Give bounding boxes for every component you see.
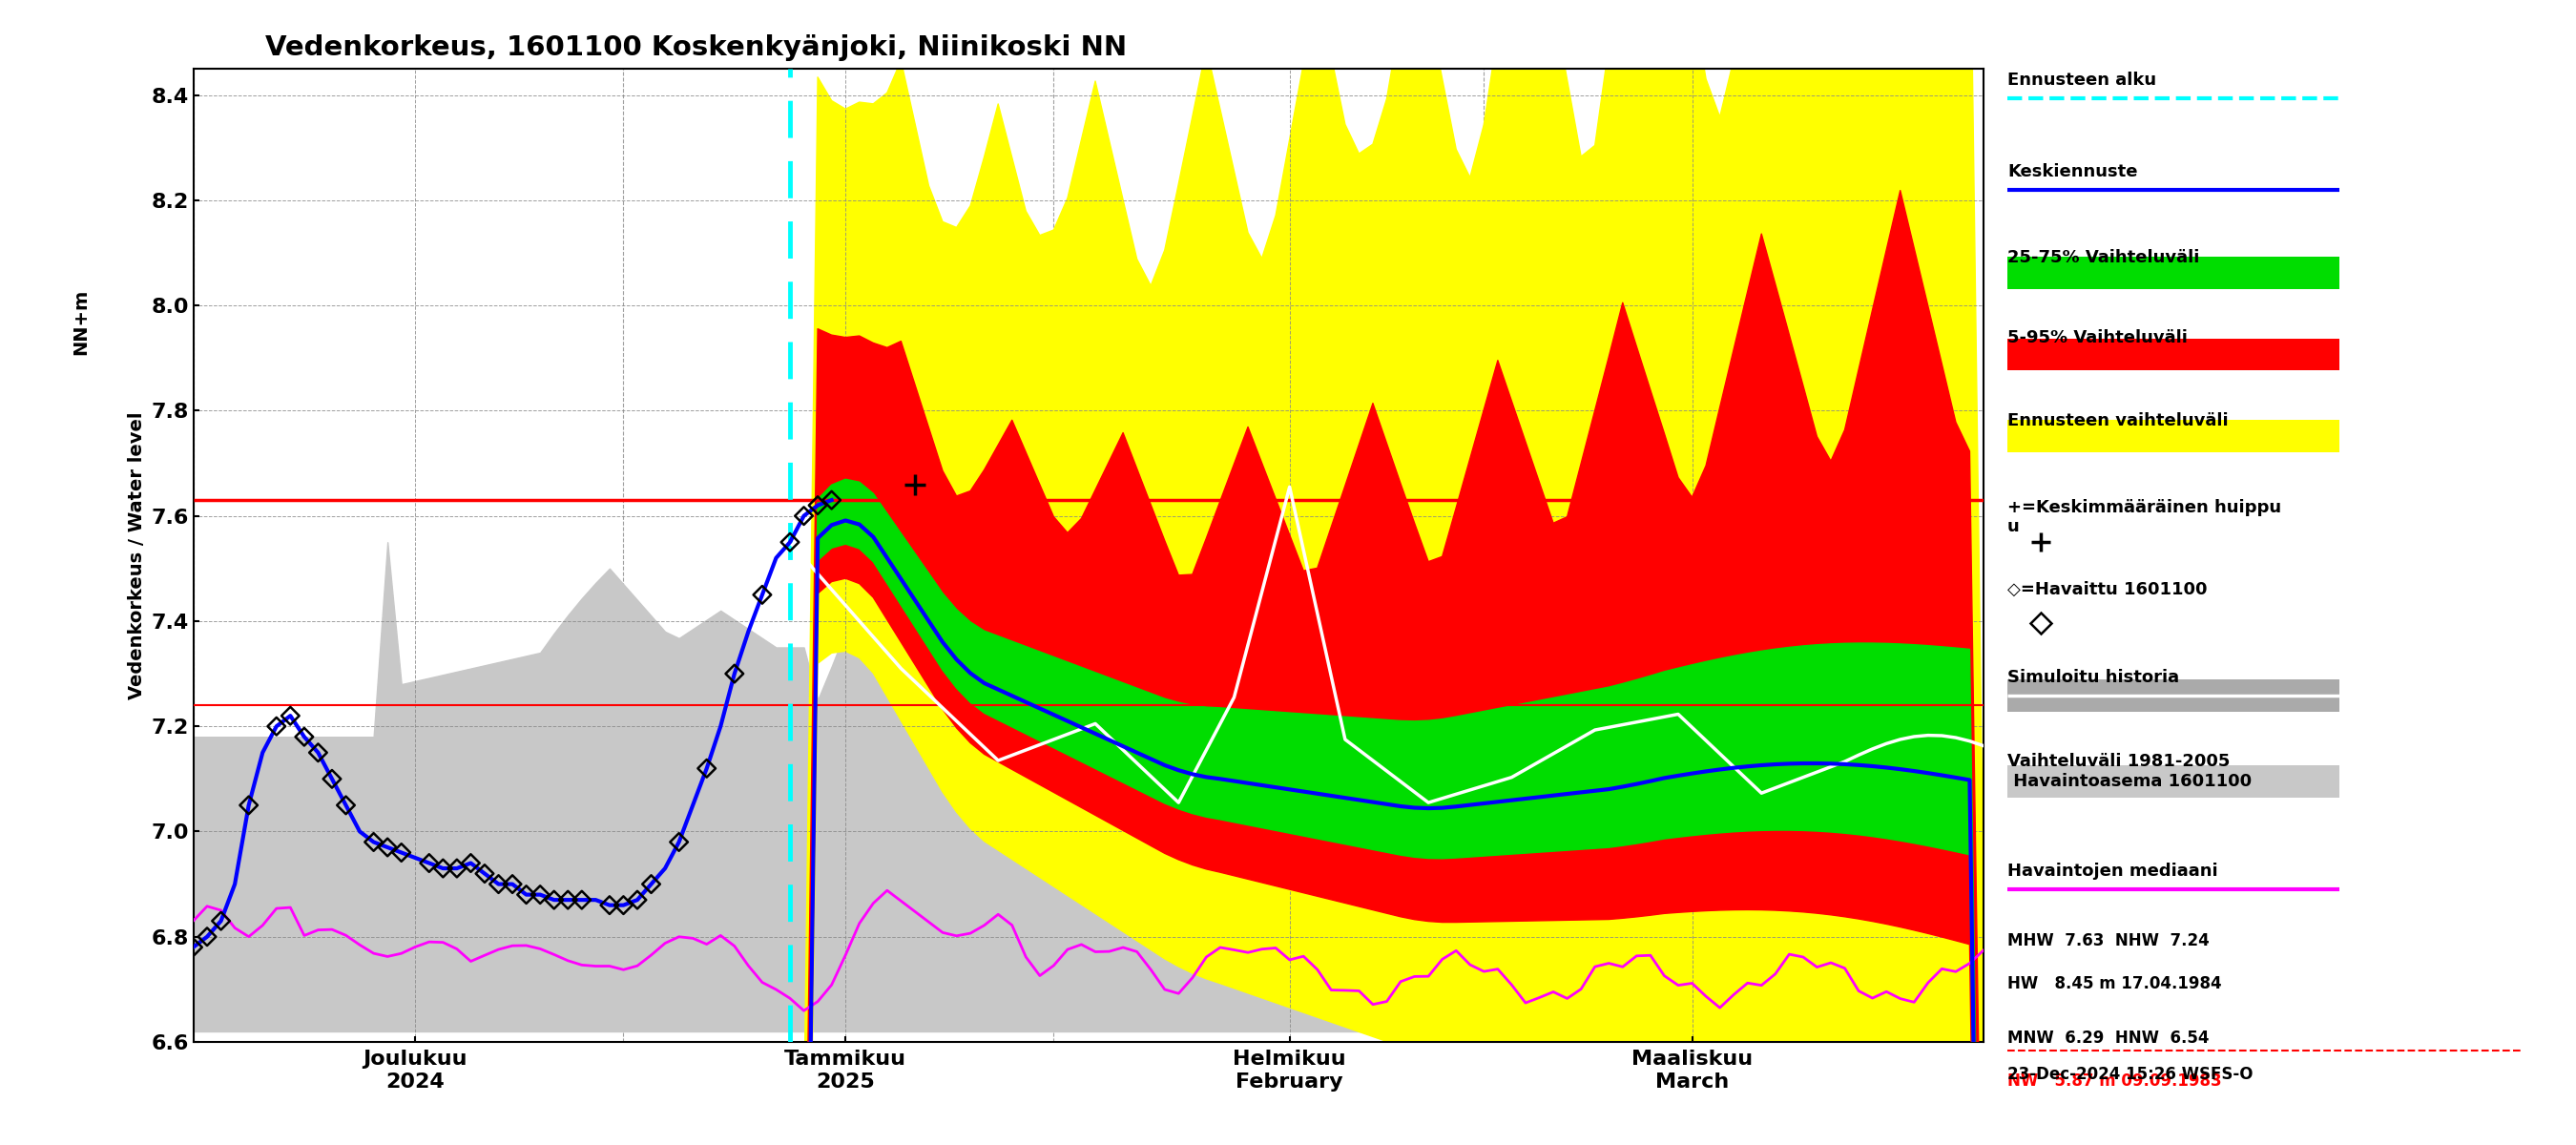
Bar <box>2007 420 2339 452</box>
Point <box>229 796 270 814</box>
Text: Ennusteen vaihteluväli: Ennusteen vaihteluväli <box>2007 412 2228 429</box>
Text: Vedenkorkeus, 1601100 Koskenkyänjoki, Niinikoski NN: Vedenkorkeus, 1601100 Koskenkyänjoki, Ni… <box>265 34 1126 61</box>
Point <box>296 743 337 761</box>
Point <box>201 911 242 930</box>
Text: NN+m: NN+m <box>72 289 90 355</box>
Text: 5-95% Vaihteluväli: 5-95% Vaihteluväli <box>2007 330 2187 347</box>
Text: HW   8.45 m 17.04.1984: HW 8.45 m 17.04.1984 <box>2007 976 2221 993</box>
Text: 25-75% Vaihteluväli: 25-75% Vaihteluväli <box>2007 248 2200 266</box>
Text: ◇=Havaittu 1601100: ◇=Havaittu 1601100 <box>2007 581 2208 598</box>
Point <box>770 534 811 552</box>
Bar <box>2007 679 2339 712</box>
Point <box>410 854 451 872</box>
Text: 23-Dec-2024 15:26 WSFS-O: 23-Dec-2024 15:26 WSFS-O <box>2007 1066 2254 1083</box>
Point <box>366 838 407 856</box>
Point <box>505 885 546 903</box>
Point <box>255 717 296 735</box>
Text: Havaintojen mediaani: Havaintojen mediaani <box>2007 862 2218 879</box>
Point <box>464 864 505 883</box>
Bar <box>2007 338 2339 371</box>
Point <box>590 897 631 915</box>
Text: Vaihteluväli 1981-2005
 Havaintoasema 1601100: Vaihteluväli 1981-2005 Havaintoasema 160… <box>2007 752 2251 790</box>
Point <box>562 891 603 909</box>
Text: +=Keskimmääräinen huippu
u: +=Keskimmääräinen huippu u <box>2007 498 2282 536</box>
Y-axis label: Vedenkorkeus / Water level: Vedenkorkeus / Water level <box>126 411 147 700</box>
Text: Keskiennuste: Keskiennuste <box>2007 163 2138 180</box>
Point <box>451 854 492 872</box>
Point <box>533 891 574 909</box>
Point <box>659 832 701 851</box>
Point <box>422 859 464 877</box>
Bar <box>2007 256 2339 289</box>
Point <box>631 875 672 893</box>
Point <box>603 897 644 915</box>
Point <box>492 875 533 893</box>
Text: MHW  7.63  NHW  7.24: MHW 7.63 NHW 7.24 <box>2007 932 2210 949</box>
Point <box>520 885 562 903</box>
Point <box>714 664 755 682</box>
Point <box>811 491 853 510</box>
Point <box>796 496 837 514</box>
Bar <box>2007 766 2339 798</box>
Point <box>616 891 657 909</box>
Point <box>783 507 824 526</box>
Point <box>546 891 587 909</box>
Point <box>173 938 214 956</box>
Text: MNW  6.29  HNW  6.54: MNW 6.29 HNW 6.54 <box>2007 1029 2210 1047</box>
Text: Simuloitu historia: Simuloitu historia <box>2007 669 2179 686</box>
Point <box>312 769 353 788</box>
Point <box>685 759 726 777</box>
Point <box>270 706 312 725</box>
Point <box>353 832 394 851</box>
Point <box>381 844 422 862</box>
Point <box>325 796 366 814</box>
Point <box>435 859 477 877</box>
Point <box>185 927 227 946</box>
Point <box>742 585 783 603</box>
Text: NW   5.87 m 09.09.1983: NW 5.87 m 09.09.1983 <box>2007 1072 2221 1090</box>
Text: Ennusteen alku: Ennusteen alku <box>2007 71 2156 88</box>
Point <box>283 728 325 747</box>
Point <box>479 875 520 893</box>
